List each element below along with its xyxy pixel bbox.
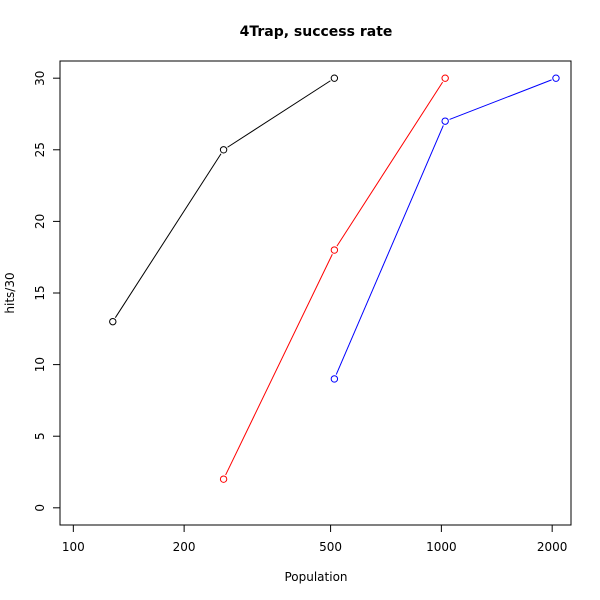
series-layer [109,74,560,483]
data-point [330,375,339,383]
y-tick-label: 0 [33,504,47,512]
series-3 [330,74,560,383]
y-tick-label: 30 [33,71,47,86]
data-point [441,74,449,82]
y-axis-label: hits/30 [3,272,17,313]
x-tick-label: 2000 [537,540,568,554]
data-point [219,146,228,154]
y-axis: 0 5 10 15 20 25 30 [33,71,61,512]
series-segment [449,79,552,120]
x-tick-label: 100 [62,540,85,554]
y-tick-label: 20 [33,214,47,229]
plot-frame [59,60,572,526]
series-segment [227,80,331,148]
series-segment [335,125,444,375]
y-tick-label: 25 [33,142,47,157]
data-point [441,117,449,125]
data-point [330,246,339,254]
data-point [552,74,560,82]
data-point [330,74,339,82]
x-tick-label: 1000 [426,540,457,554]
y-tick-label: 15 [33,285,47,300]
y-tick-label: 10 [33,357,47,372]
data-point [109,317,117,326]
chart-title: 4Trap, success rate [240,24,393,40]
series-segment [336,81,444,247]
series-2 [219,74,449,483]
y-tick-label: 5 [33,432,47,440]
x-axis-label: Population [284,570,347,584]
x-tick-label: 200 [173,540,196,554]
x-tick-label: 500 [319,540,342,554]
x-axis: 100 200 500 1000 2000 [62,524,568,554]
data-point [219,475,228,483]
series-segment [114,153,222,318]
series-segment [225,254,333,476]
series-1 [109,74,339,326]
